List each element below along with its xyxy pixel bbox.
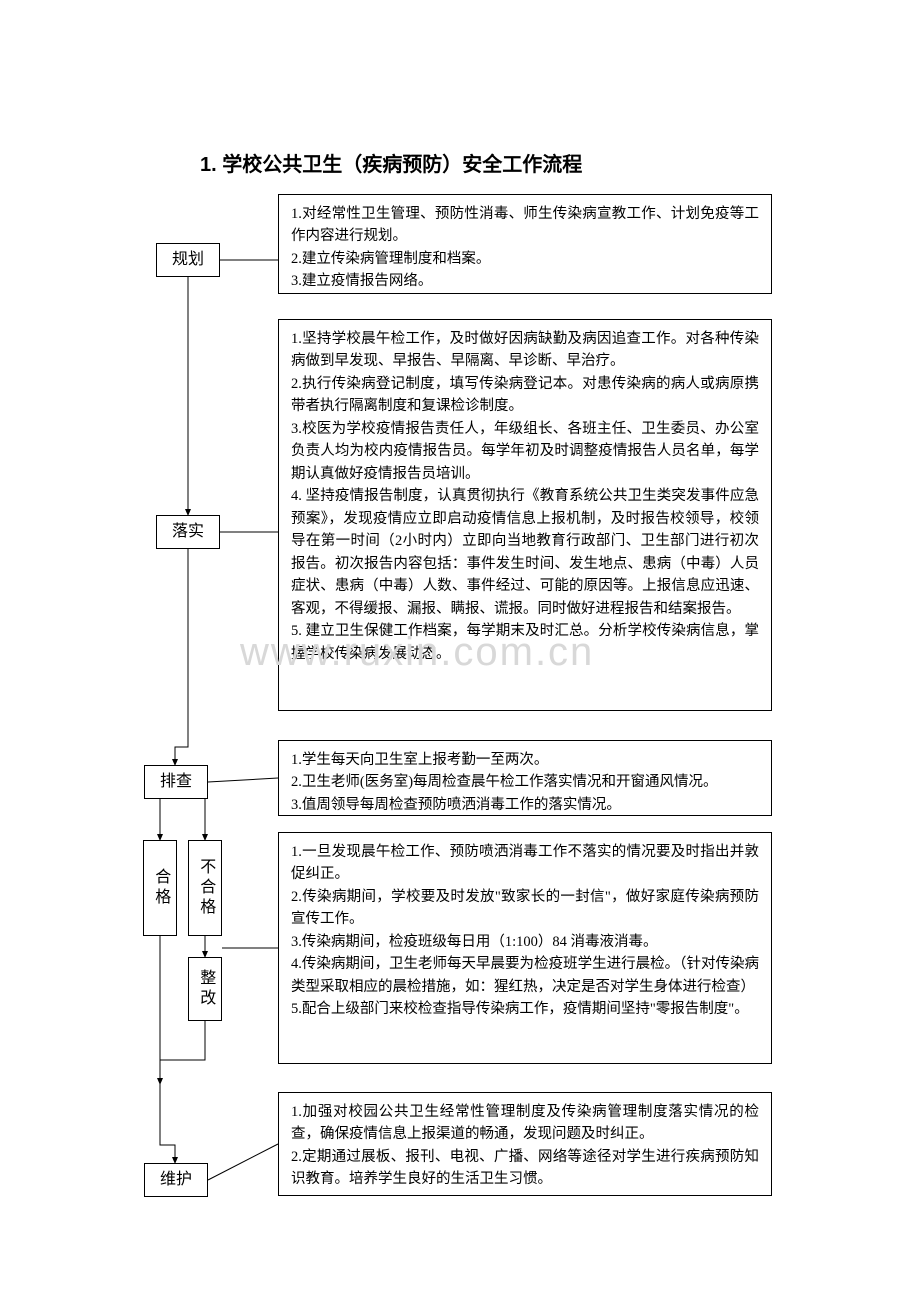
box-planning: 1.对经常性卫生管理、预防性消毒、师生传染病宣教工作、计划免疫等工作内容进行规划… — [278, 194, 772, 294]
box-maintain: 1.加强对校园公共卫生经常性管理制度及传染病管理制度落实情况的检查，确保疫情信息… — [278, 1092, 772, 1196]
content-line: 3.建立疫情报告网络。 — [291, 270, 759, 292]
content-line: 3.校医为学校疫情报告责任人，年级组长、各班主任、卫生委员、办公室负责人均为校内… — [291, 418, 759, 485]
content-line: 5.配合上级部门来校检查指导传染病工作，疫情期间坚持"零报告制度"。 — [291, 998, 759, 1020]
content-line: 2.卫生老师(医务室)每周检查晨午检工作落实情况和开窗通风情况。 — [291, 771, 759, 793]
box-inspect: 1.学生每天向卫生室上报考勤一至两次。2.卫生老师(医务室)每周检查晨午检工作落… — [278, 740, 772, 816]
content-line: 2.执行传染病登记制度，填写传染病登记本。对患传染病的病人或病原携带者执行隔离制… — [291, 373, 759, 418]
content-line: 1.学生每天向卫生室上报考勤一至两次。 — [291, 749, 759, 771]
page-title: 1. 学校公共卫生（疾病预防）安全工作流程 — [200, 148, 582, 177]
node-unqualified: 不合格 — [188, 840, 222, 936]
node-rectify: 整改 — [188, 957, 222, 1021]
content-line: 3.传染病期间，检疫班级每日用（1:100）84 消毒液消毒。 — [291, 931, 759, 953]
box-implement: 1.坚持学校晨午检工作，及时做好因病缺勤及病因追查工作。对各种传染病做到早发现、… — [278, 319, 772, 711]
content-line: 1.加强对校园公共卫生经常性管理制度及传染病管理制度落实情况的检查，确保疫情信息… — [291, 1101, 759, 1146]
node-implement: 落实 — [156, 515, 220, 549]
node-maintain: 维护 — [144, 1163, 208, 1197]
content-line: 1.对经常性卫生管理、预防性消毒、师生传染病宣教工作、计划免疫等工作内容进行规划… — [291, 203, 759, 248]
content-line: 2.传染病期间，学校要及时发放"致家长的一封信"，做好家庭传染病预防宣传工作。 — [291, 886, 759, 931]
page: 1. 学校公共卫生（疾病预防）安全工作流程 规划 落实 — [0, 0, 920, 1302]
node-inspect: 排查 — [144, 765, 208, 799]
content-line: 2.定期通过展板、报刊、电视、广播、网络等途径对学生进行疾病预防知识教育。培养学… — [291, 1146, 759, 1191]
content-line: 3.值周领导每周检查预防喷洒消毒工作的落实情况。 — [291, 794, 759, 816]
box-rectify: 1.一旦发现晨午检工作、预防喷洒消毒工作不落实的情况要及时指出并敦促纠正。2.传… — [278, 832, 772, 1064]
content-line: 5. 建立卫生保健工作档案，每学期末及时汇总。分析学校传染病信息，掌握学校传染病… — [291, 620, 759, 665]
content-line: 4. 坚持疫情报告制度，认真贯彻执行《教育系统公共卫生类突发事件应急预案》，发现… — [291, 485, 759, 620]
content-line: 1.一旦发现晨午检工作、预防喷洒消毒工作不落实的情况要及时指出并敦促纠正。 — [291, 841, 759, 886]
node-planning: 规划 — [156, 243, 220, 277]
content-line: 4.传染病期间，卫生老师每天早晨要为检疫班学生进行晨检。（针对传染病类型采取相应… — [291, 953, 759, 998]
node-qualified: 合格 — [143, 840, 177, 936]
content-line: 2.建立传染病管理制度和档案。 — [291, 248, 759, 270]
content-line: 1.坚持学校晨午检工作，及时做好因病缺勤及病因追查工作。对各种传染病做到早发现、… — [291, 328, 759, 373]
